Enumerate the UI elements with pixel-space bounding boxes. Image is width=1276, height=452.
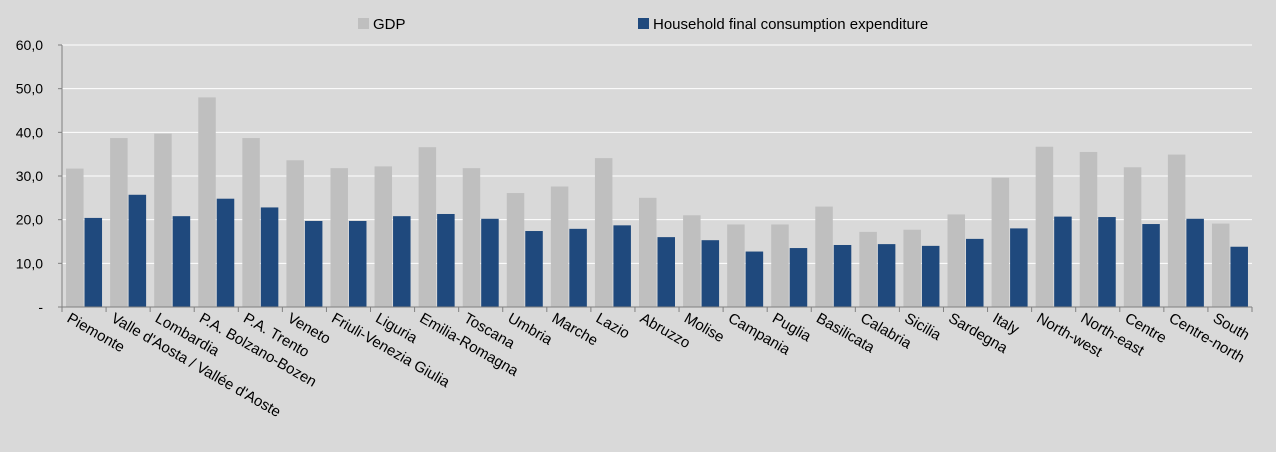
bar-household-consumption <box>569 228 587 307</box>
bar-gdp <box>374 166 393 307</box>
gridlines <box>62 44 1252 264</box>
bar-gdp <box>550 186 569 307</box>
bar-household-consumption <box>1054 216 1072 307</box>
bar-household-consumption <box>921 245 940 307</box>
legend-swatch-household <box>638 18 649 29</box>
bar-household-consumption <box>1142 224 1160 307</box>
bar-gdp <box>639 197 657 307</box>
y-tick-label: 20,0 <box>16 212 43 228</box>
bar-gdp <box>1211 223 1230 307</box>
y-tick-label: 60,0 <box>16 37 43 53</box>
bar-household-consumption <box>701 240 720 307</box>
y-tick-label: 30,0 <box>16 168 43 184</box>
y-axis: - 10,0 20,0 30,0 40,0 50,0 60,0 <box>16 37 63 315</box>
legend-label-household: Household final consumption expenditure <box>653 16 928 33</box>
y-tick-label: 10,0 <box>16 255 43 271</box>
bar-household-consumption <box>745 251 764 307</box>
bar-gdp <box>242 138 260 307</box>
bar-household-consumption <box>1098 217 1116 307</box>
bar-household-consumption <box>437 213 455 307</box>
bar-household-consumption <box>789 248 808 307</box>
bar-household-consumption <box>84 217 103 307</box>
bar-household-consumption <box>304 220 323 307</box>
y-tick-label: 40,0 <box>16 124 43 140</box>
bar-gdp <box>859 231 877 307</box>
bar-gdp <box>154 133 172 307</box>
bar-household-consumption <box>525 231 543 307</box>
x-category-label: Abruzzo <box>637 310 693 352</box>
bar-gdp <box>991 177 1010 307</box>
bar-household-consumption <box>172 216 191 307</box>
bar-household-consumption <box>1186 218 1204 307</box>
bar-household-consumption <box>128 194 147 307</box>
bar-gdp <box>903 229 921 307</box>
x-category-label: Marche <box>549 310 601 350</box>
legend: GDP Household final consumption expenditu… <box>358 16 928 33</box>
bar-household-consumption <box>216 198 235 307</box>
bar-gdp <box>66 168 84 307</box>
bar-gdp <box>462 168 481 307</box>
bar-gdp <box>418 147 437 307</box>
bar-household-consumption <box>481 218 499 307</box>
legend-swatch-gdp <box>358 18 369 29</box>
bar-gdp <box>1079 151 1098 307</box>
y-tick-label: - <box>38 299 43 315</box>
bar-household-consumption <box>1230 246 1248 307</box>
bar-gdp <box>815 206 833 307</box>
bar-household-consumption <box>393 216 411 307</box>
bar-household-consumption <box>348 220 367 307</box>
bar-household-consumption <box>966 238 984 307</box>
bar-household-consumption <box>833 244 852 307</box>
bar-gdp <box>286 160 304 307</box>
legend-label-gdp: GDP <box>373 16 406 33</box>
bar-gdp <box>1167 154 1186 307</box>
bar-household-consumption <box>260 207 279 307</box>
bar-gdp <box>1123 167 1142 307</box>
bar-gdp <box>683 215 701 307</box>
bar-gdp <box>198 97 216 308</box>
bar-household-consumption <box>657 237 675 307</box>
bar-household-consumption <box>1010 228 1028 307</box>
bar-gdp <box>947 214 966 307</box>
bar-gdp <box>506 193 525 307</box>
bar-household-consumption <box>877 244 896 307</box>
bar-gdp <box>771 224 789 307</box>
bar-gdp <box>1035 146 1054 307</box>
bar-gdp <box>594 158 613 307</box>
bar-household-consumption <box>613 225 631 307</box>
y-tick-label: 50,0 <box>16 81 43 97</box>
bar-gdp <box>110 138 128 307</box>
bars <box>66 97 1248 308</box>
bar-gdp <box>727 224 745 307</box>
bar-gdp <box>330 168 348 307</box>
